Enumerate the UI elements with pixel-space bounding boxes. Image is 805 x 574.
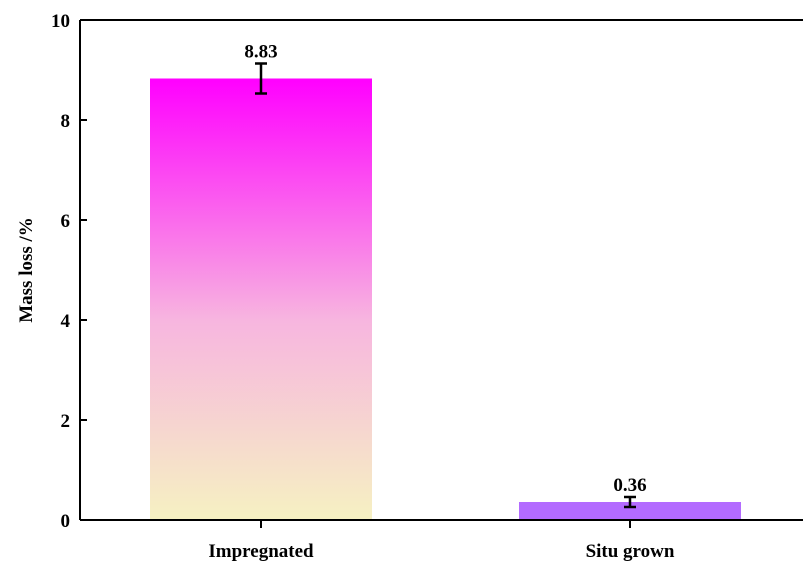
y-tick-label-2: 2 [61,411,71,432]
error-bar-1 [255,62,267,95]
y-tick-label-10: 10 [51,11,70,32]
x-tick-label-impregnated: Impregnated [208,541,314,562]
y-tick-label-6: 6 [61,211,71,232]
data-label-1: 8.83 [244,42,277,63]
y-tick-label-4: 4 [61,311,71,332]
bar-impregnated [150,78,372,520]
error-bar-2 [624,495,636,509]
y-tick-label-0: 0 [61,511,71,532]
y-tick-label-8: 8 [61,111,71,132]
y-axis-title: Mass loss /% [16,217,37,323]
data-label-2: 0.36 [613,475,646,496]
bar-situ-grown [519,502,741,520]
x-tick-label-situ-grown: Situ grown [586,541,675,562]
